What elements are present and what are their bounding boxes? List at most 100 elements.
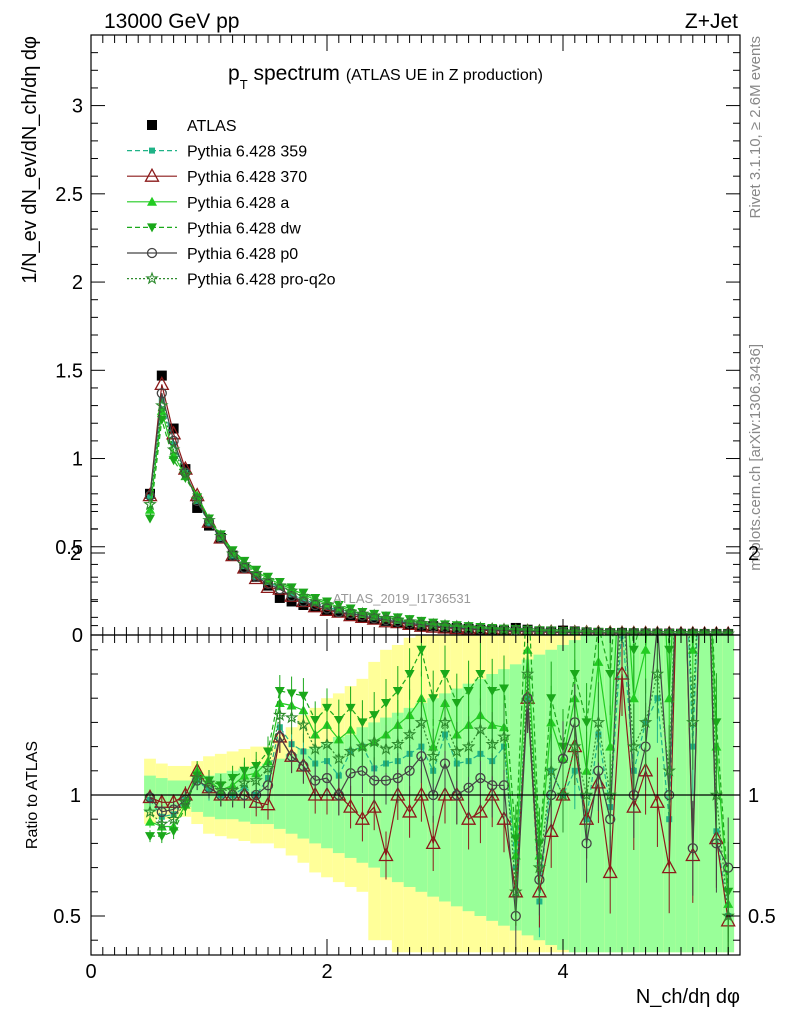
ratio-point — [591, 715, 606, 729]
data-point — [320, 597, 334, 611]
data-point — [145, 504, 155, 514]
ratio-y-tick-label-right: 2 — [748, 543, 759, 565]
ratio-point — [319, 786, 335, 801]
data-point — [416, 616, 427, 626]
ratio-point — [274, 731, 285, 743]
data-point — [263, 572, 273, 582]
ratio-point — [369, 775, 380, 786]
ratio-point — [652, 451, 662, 460]
ratio-point — [156, 806, 167, 818]
legend-marker — [147, 120, 157, 130]
ratio-point — [286, 689, 297, 699]
ratio-point — [321, 772, 333, 784]
data-point — [156, 388, 167, 399]
ratio-point — [628, 645, 639, 655]
ratio-point — [649, 793, 665, 808]
y-tick-label: 0 — [72, 625, 83, 647]
ratio-point — [426, 749, 440, 763]
data-point — [627, 625, 641, 635]
ratio-point — [700, 427, 710, 436]
data-point — [721, 626, 736, 635]
series-line — [149, 405, 729, 635]
ratio-point — [437, 786, 453, 801]
data-point — [322, 597, 332, 607]
data-point — [190, 491, 204, 505]
data-point — [286, 591, 297, 602]
ratio-point — [497, 729, 511, 743]
ratio-band-inner — [297, 749, 310, 839]
ratio-y-tick-label: 2 — [70, 543, 81, 565]
data-point — [239, 562, 250, 574]
data-point — [357, 608, 368, 618]
ratio-point — [354, 810, 370, 825]
ratio-point — [523, 573, 533, 582]
data-point — [709, 626, 724, 635]
data-point — [414, 616, 429, 630]
ratio-point — [676, 428, 686, 437]
ratio-point — [602, 864, 618, 879]
legend-marker — [147, 223, 157, 233]
legend-item-pythia-6-428-370: Pythia 6.428 370 — [127, 167, 307, 186]
ratio-point — [225, 783, 240, 796]
ratio-point — [652, 428, 662, 437]
legend-marker — [149, 147, 155, 154]
data-point — [308, 594, 322, 608]
ratio-point — [154, 816, 169, 830]
legend-label: Pythia 6.428 359 — [187, 144, 307, 161]
ratio-point — [145, 832, 155, 842]
ratio-band-inner — [533, 654, 546, 941]
ratio-point — [568, 739, 582, 753]
ratio-point — [380, 775, 392, 786]
header-right: Z+Jet — [685, 10, 738, 33]
ratio-point — [392, 772, 403, 784]
data-point — [404, 615, 415, 625]
ratio-point — [402, 803, 418, 818]
ratio-point — [440, 670, 450, 679]
data-point — [206, 520, 212, 527]
title-rest: spectrum — [248, 62, 340, 85]
data-point — [321, 603, 333, 614]
data-point — [225, 546, 240, 560]
legend-item-atlas: ATLAS — [147, 118, 237, 135]
ratio-point — [413, 786, 429, 801]
ratio-point — [332, 751, 346, 765]
ratio-point — [451, 699, 462, 709]
ratio-point — [166, 812, 181, 825]
ratio-point — [322, 703, 332, 713]
data-point — [697, 626, 712, 635]
data-point — [367, 608, 381, 622]
ratio-point — [343, 744, 358, 758]
data-point — [662, 626, 677, 635]
y-tick-label: 2 — [72, 272, 83, 294]
data-point — [288, 591, 295, 598]
ratio-point — [485, 737, 499, 750]
ratio-point — [144, 792, 156, 803]
ratio-point — [698, 425, 711, 437]
data-point — [298, 596, 309, 607]
data-point — [296, 589, 311, 602]
data-point — [332, 601, 346, 615]
data-point — [239, 556, 250, 566]
legend-item-pythia-6-428-dw: Pythia 6.428 dw — [127, 220, 301, 237]
ratio-point — [617, 524, 627, 533]
title-sub: T — [240, 77, 248, 92]
ratio-point — [617, 501, 627, 510]
y-tick-label: 3 — [72, 96, 83, 118]
ratio-point — [355, 739, 370, 753]
data-point — [263, 580, 273, 591]
legend-item-pythia-6-428-p0: Pythia 6.428 p0 — [127, 246, 298, 263]
data-point — [249, 566, 264, 580]
ratio-point — [473, 722, 488, 736]
legend-label: Pythia 6.428 pro-q2o — [187, 272, 336, 289]
ratio-point — [686, 715, 700, 729]
legend-item-pythia-6-428-a: Pythia 6.428 a — [127, 195, 289, 212]
y-tick-label: 1.5 — [55, 360, 83, 382]
ratio-point — [263, 747, 273, 757]
ratio-point — [366, 798, 382, 813]
ratio-point — [700, 428, 710, 437]
ratio-point — [569, 670, 580, 679]
ratio-point — [343, 798, 359, 813]
ratio-point — [662, 763, 676, 777]
legend-label: ATLAS — [187, 118, 237, 135]
